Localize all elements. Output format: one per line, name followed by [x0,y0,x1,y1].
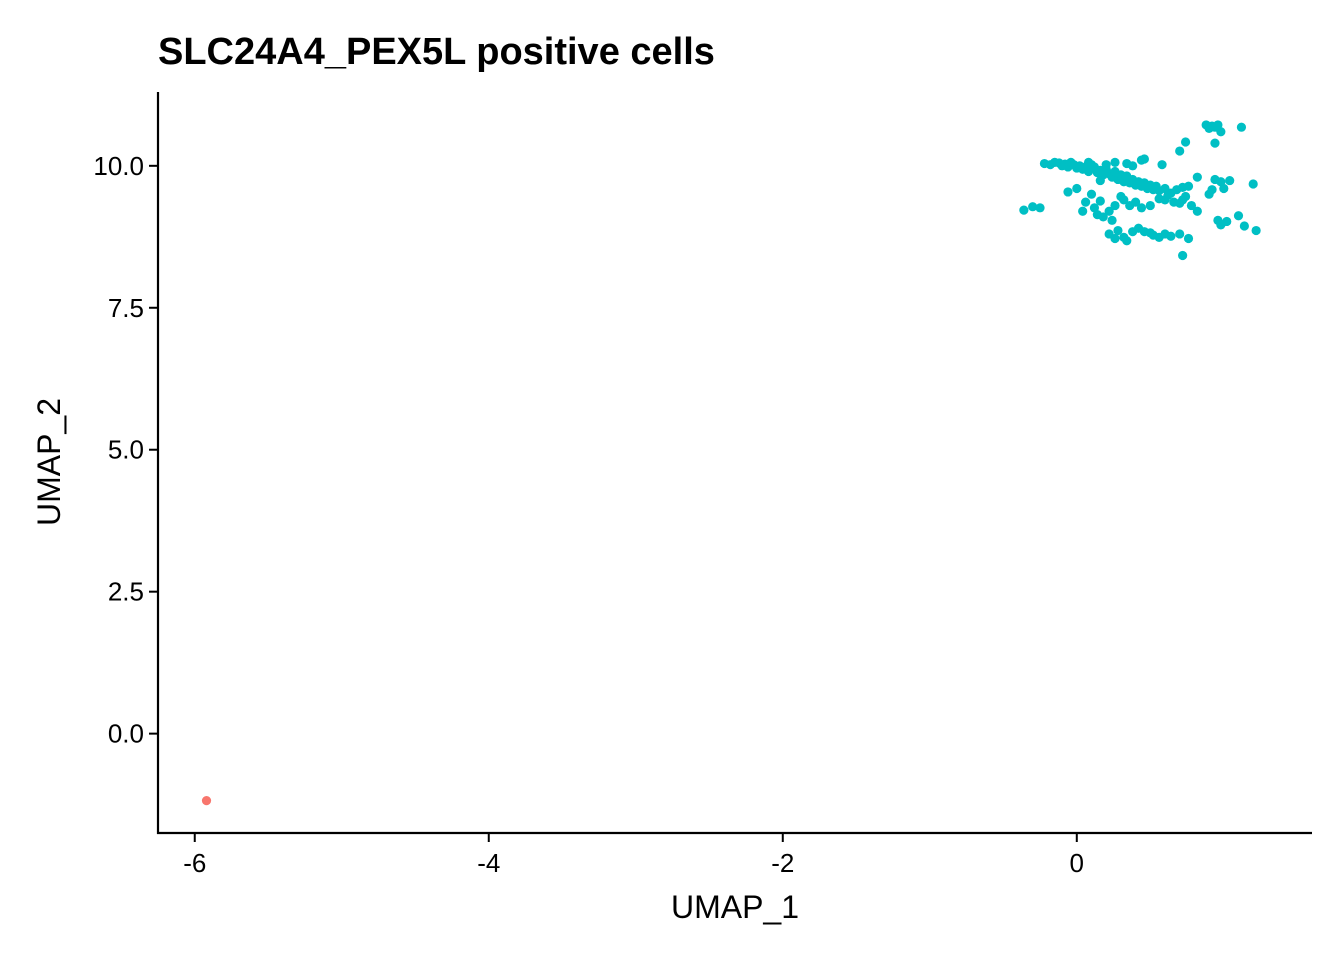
y-ticks: 0.0 2.5 5.0 7.5 10.0 [93,151,158,749]
data-point [1086,189,1097,199]
data-point [1110,233,1120,244]
y-tick-label: 10.0 [93,151,144,181]
y-tick-label: 2.5 [108,577,144,607]
data-point [1136,203,1147,213]
data-point [1175,229,1185,239]
data-point [1119,195,1129,205]
data-point [1183,181,1194,191]
data-point [1210,138,1220,148]
data-point [1248,179,1258,189]
data-point [201,796,212,806]
data-point [1251,225,1261,236]
data-point [1186,200,1197,211]
data-point [1233,211,1244,221]
data-point [1028,202,1038,212]
data-point [1130,197,1141,207]
data-point [1219,183,1229,194]
x-tick-label: -6 [183,848,206,878]
x-axis-label: UMAP_1 [671,889,799,925]
data-point [1207,185,1217,195]
data-point [1239,221,1249,231]
data-point [1192,206,1202,216]
x-ticks: -6 -4 -2 0 [183,833,1084,878]
data-point [1104,206,1114,216]
data-point [1113,225,1123,236]
data-point [1095,196,1105,206]
data-point [1035,203,1045,213]
data-point [1019,205,1029,215]
y-tick-label: 0.0 [108,719,144,749]
data-point [1145,200,1155,211]
data-point [1081,197,1091,207]
data-point [1163,190,1173,200]
data-point [1089,162,1100,172]
x-tick-label: 0 [1070,848,1084,878]
data-point [1136,155,1147,165]
data-point [1122,236,1132,246]
data-point [1166,231,1176,241]
data-point [1110,157,1120,168]
y-tick-label: 5.0 [108,435,144,465]
data-point [1078,206,1088,216]
y-tick-label: 7.5 [108,293,144,323]
data-point [1183,233,1194,244]
data-point [1063,187,1073,197]
data-point [1098,212,1108,222]
y-axis-label: UMAP_2 [31,398,67,526]
data-point [1175,146,1185,156]
data-point [1180,137,1191,147]
x-tick-label: -4 [477,848,500,878]
data-point [1107,215,1117,225]
data-point [1236,122,1247,132]
data-point [1222,216,1232,227]
data-point [1192,172,1202,182]
data-point [1110,200,1120,211]
data-point [1101,160,1111,170]
data-point [1178,250,1188,261]
data-point [1128,161,1138,171]
points-layer [201,120,1261,806]
data-point [1216,127,1226,137]
x-tick-label: -2 [771,848,794,878]
data-point [1072,183,1082,194]
chart-title: SLC24A4_PEX5L positive cells [158,31,715,73]
data-point [1157,160,1167,170]
data-point [1095,175,1105,186]
data-point [1180,191,1191,202]
data-point [1225,175,1235,186]
